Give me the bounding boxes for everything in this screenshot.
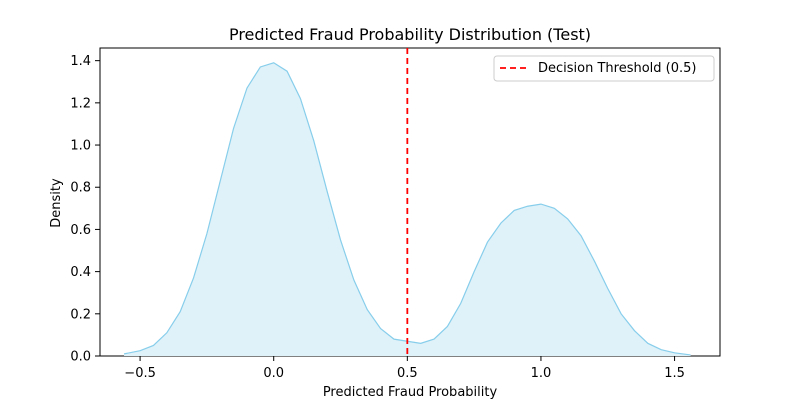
legend: Decision Threshold (0.5) xyxy=(493,55,715,82)
x-axis-label: Predicted Fraud Probability xyxy=(323,385,498,400)
y-tick-label: 0.8 xyxy=(70,181,91,196)
y-tick-label: 1.0 xyxy=(70,139,91,154)
y-tick-label: 0.0 xyxy=(70,350,91,365)
density-area xyxy=(124,62,691,357)
legend-box xyxy=(493,55,715,82)
x-ticks-layer: −0.5 0.0 0.5 1.0 1.5 xyxy=(124,356,685,381)
x-tick-label: 1.5 xyxy=(664,366,685,381)
y-ticks-layer: 0.0 0.2 0.4 0.6 0.8 1.0 1.2 1.4 xyxy=(70,54,100,365)
legend-threshold-label: Decision Threshold (0.5) xyxy=(538,61,697,76)
y-tick-label: 1.4 xyxy=(70,54,91,69)
y-tick-label: 0.6 xyxy=(70,223,91,238)
y-tick-label: 0.2 xyxy=(70,307,91,322)
chart-title: Predicted Fraud Probability Distribution… xyxy=(229,25,591,44)
x-tick-label: −0.5 xyxy=(124,366,156,381)
x-tick-label: 1.0 xyxy=(531,366,552,381)
y-tick-label: 1.2 xyxy=(70,96,91,111)
y-axis-label: Density xyxy=(49,178,64,228)
y-tick-label: 0.4 xyxy=(70,265,91,280)
x-tick-label: 0.5 xyxy=(397,366,418,381)
x-tick-label: 0.0 xyxy=(263,366,284,381)
